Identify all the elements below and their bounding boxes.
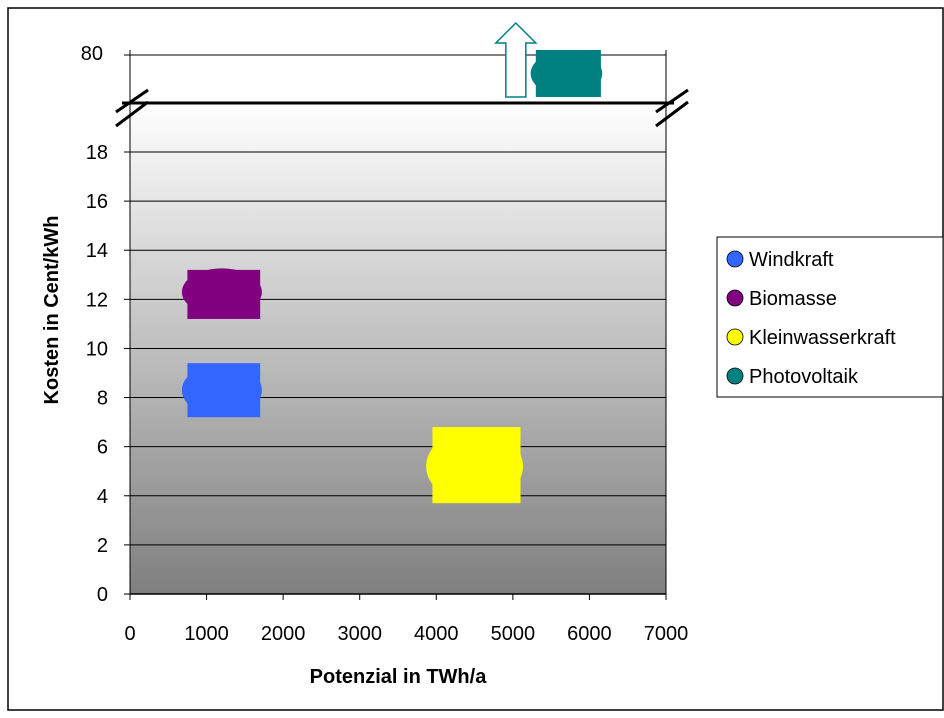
x-tick-label: 2000: [261, 623, 306, 645]
x-tick-label: 1000: [184, 623, 229, 645]
x-tick-label: 0: [124, 623, 135, 645]
y-tick-label: 6: [97, 437, 108, 459]
x-tick-label: 5000: [491, 623, 536, 645]
legend-label: Photovoltaik: [749, 366, 859, 388]
data-point-biomasse: [181, 268, 262, 316]
legend-label: Kleinwasserkraft: [749, 327, 896, 349]
x-tick-label: 4000: [414, 623, 459, 645]
y-tick-label: 14: [86, 240, 108, 262]
legend-marker: [726, 328, 744, 346]
data-point-windkraft: [181, 364, 262, 417]
off-scale-arrow-icon: [494, 21, 538, 98]
labels-layer: 0 2 4 6 8 10 12 14 16 18 0 1000 2000 3000 4000 5000 6000…: [86, 142, 689, 645]
data-point-kleinwasserkraft: [426, 429, 524, 503]
y-tick-label: 2: [97, 535, 108, 557]
marks-layer: [181, 21, 603, 504]
y-tick-label: 10: [86, 338, 108, 360]
y-tick-label: 16: [86, 191, 108, 213]
legend-label: Windkraft: [749, 249, 834, 271]
y-tick-label: 12: [86, 289, 108, 311]
y-tick-label: 8: [97, 388, 108, 410]
y-tick-label: 4: [97, 486, 108, 508]
x-axis-title: Potenzial in TWh/a: [310, 666, 488, 688]
legend-marker: [726, 367, 744, 385]
x-tick-label: 7000: [644, 623, 689, 645]
y-tick-label: 0: [97, 584, 108, 606]
legend-marker: [726, 289, 744, 307]
y-axis-title: Kosten in Cent/kWh: [41, 216, 63, 405]
legend: Windkraft Biomasse Kleinwasserkraft Photovo…: [716, 236, 944, 398]
y-tick-label: 18: [86, 142, 108, 164]
broken-axis-label: 80: [81, 43, 103, 65]
axis-break-slash: [115, 88, 149, 114]
x-tick-label: 3000: [337, 623, 382, 645]
legend-box: [716, 236, 944, 398]
x-tick-label: 6000: [567, 623, 612, 645]
legend-marker: [726, 250, 744, 268]
legend-items: Windkraft Biomasse Kleinwasserkraft Photovo…: [726, 249, 896, 388]
axis-break-slash: [115, 100, 149, 128]
data-point-photovoltaik: [530, 50, 603, 97]
axis-break-slash: [655, 88, 689, 114]
axis-break-slash: [655, 100, 689, 128]
legend-label: Biomasse: [749, 288, 837, 310]
